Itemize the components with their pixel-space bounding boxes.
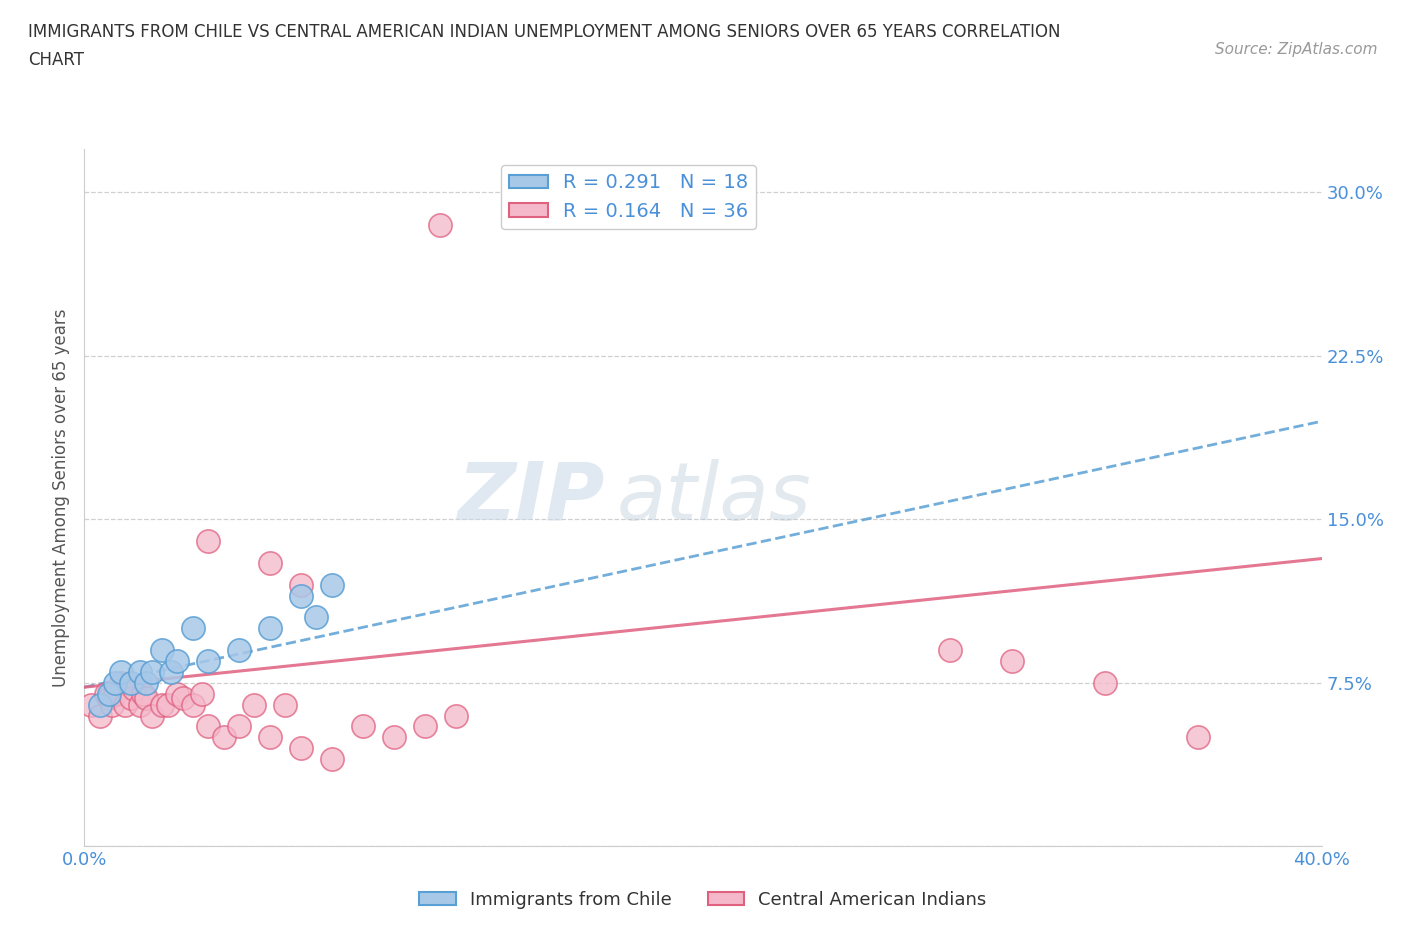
- Point: [114, 698, 136, 712]
- Point: [197, 534, 219, 549]
- Legend: R = 0.291   N = 18, R = 0.164   N = 36: R = 0.291 N = 18, R = 0.164 N = 36: [501, 166, 756, 229]
- Point: [98, 691, 121, 706]
- Point: [141, 665, 163, 680]
- Text: Source: ZipAtlas.com: Source: ZipAtlas.com: [1215, 42, 1378, 57]
- Point: [166, 686, 188, 701]
- Point: [160, 665, 183, 680]
- Point: [104, 686, 127, 701]
- Text: ZIP: ZIP: [457, 458, 605, 537]
- Point: [129, 665, 152, 680]
- Point: [197, 719, 219, 734]
- Point: [259, 730, 281, 745]
- Text: atlas: atlas: [616, 458, 811, 537]
- Point: [181, 621, 204, 636]
- Point: [135, 691, 157, 706]
- Point: [259, 621, 281, 636]
- Point: [89, 698, 111, 712]
- Point: [120, 675, 142, 690]
- Point: [212, 730, 235, 745]
- Point: [321, 578, 343, 592]
- Point: [429, 218, 451, 232]
- Point: [243, 698, 266, 712]
- Text: CHART: CHART: [28, 51, 84, 69]
- Point: [101, 698, 124, 712]
- Point: [150, 643, 173, 658]
- Point: [98, 686, 121, 701]
- Point: [197, 654, 219, 669]
- Point: [181, 698, 204, 712]
- Point: [150, 698, 173, 712]
- Point: [166, 654, 188, 669]
- Text: IMMIGRANTS FROM CHILE VS CENTRAL AMERICAN INDIAN UNEMPLOYMENT AMONG SENIORS OVER: IMMIGRANTS FROM CHILE VS CENTRAL AMERICA…: [28, 23, 1060, 41]
- Point: [1094, 675, 1116, 690]
- Legend: Immigrants from Chile, Central American Indians: Immigrants from Chile, Central American …: [412, 884, 994, 916]
- Point: [352, 719, 374, 734]
- Point: [132, 686, 155, 701]
- Point: [172, 691, 194, 706]
- Point: [120, 691, 142, 706]
- Point: [110, 675, 132, 690]
- Point: [156, 698, 179, 712]
- Point: [305, 610, 328, 625]
- Point: [104, 675, 127, 690]
- Point: [122, 682, 145, 697]
- Point: [110, 665, 132, 680]
- Point: [129, 698, 152, 712]
- Point: [274, 698, 297, 712]
- Point: [89, 708, 111, 723]
- Point: [1001, 654, 1024, 669]
- Point: [939, 643, 962, 658]
- Point: [228, 719, 250, 734]
- Y-axis label: Unemployment Among Seniors over 65 years: Unemployment Among Seniors over 65 years: [52, 309, 70, 686]
- Point: [290, 741, 312, 756]
- Point: [94, 686, 117, 701]
- Point: [1187, 730, 1209, 745]
- Point: [228, 643, 250, 658]
- Point: [259, 555, 281, 570]
- Point: [79, 698, 101, 712]
- Point: [191, 686, 214, 701]
- Point: [444, 708, 467, 723]
- Point: [321, 751, 343, 766]
- Point: [141, 708, 163, 723]
- Point: [382, 730, 405, 745]
- Point: [413, 719, 436, 734]
- Point: [290, 578, 312, 592]
- Point: [135, 675, 157, 690]
- Point: [290, 588, 312, 603]
